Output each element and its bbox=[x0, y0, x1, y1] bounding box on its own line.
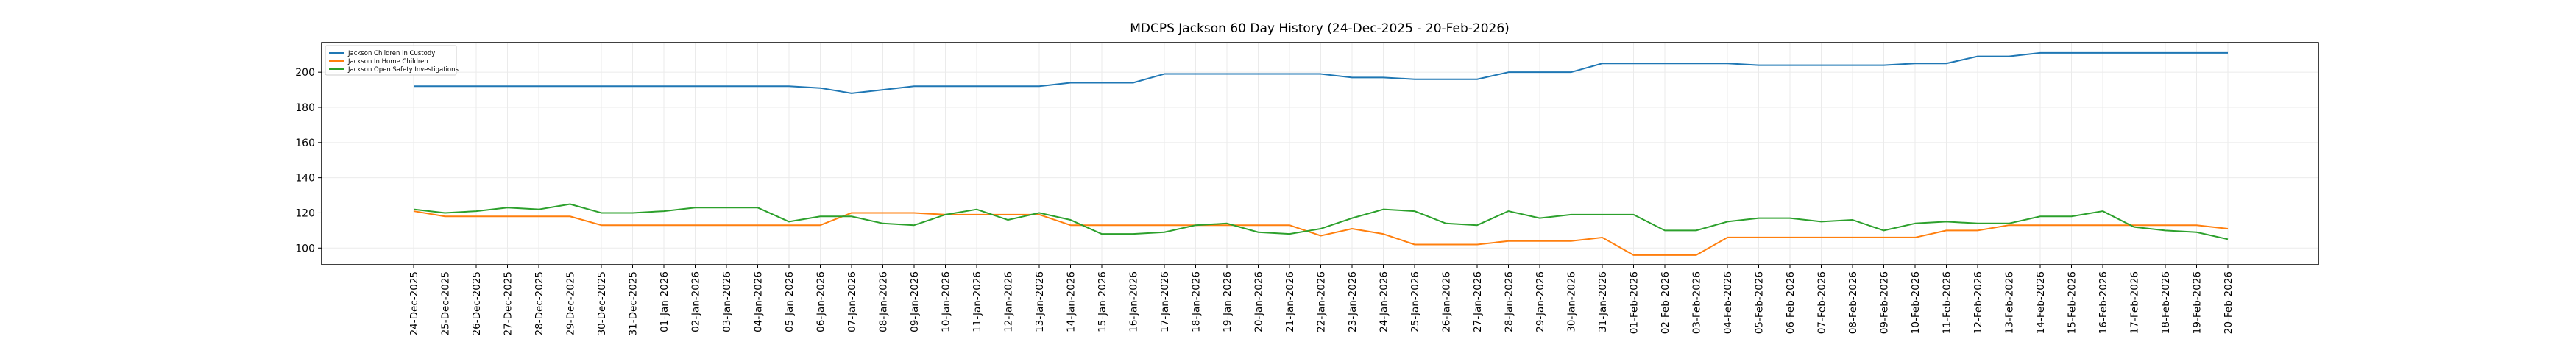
x-tick-label: 31-Jan-2026 bbox=[1597, 271, 1609, 332]
x-tick-label: 22-Jan-2026 bbox=[1316, 271, 1328, 332]
chart-title: MDCPS Jackson 60 Day History (24-Dec-202… bbox=[1130, 21, 1510, 36]
x-tick-label: 29-Jan-2026 bbox=[1535, 271, 1546, 332]
x-tick-label: 16-Feb-2026 bbox=[2098, 271, 2109, 334]
x-tick-label: 12-Jan-2026 bbox=[1003, 271, 1015, 332]
x-tick-label: 25-Jan-2026 bbox=[1409, 271, 1421, 332]
plot-frame bbox=[321, 42, 2319, 265]
x-tick-label: 05-Jan-2026 bbox=[784, 271, 796, 332]
x-tick-label: 27-Dec-2025 bbox=[503, 271, 514, 335]
y-tick-label: 180 bbox=[295, 102, 315, 114]
x-tick-label: 04-Jan-2026 bbox=[753, 271, 765, 332]
x-tick-label: 06-Jan-2026 bbox=[815, 271, 827, 332]
x-tick-label: 08-Jan-2026 bbox=[878, 271, 890, 332]
x-tick-label: 04-Feb-2026 bbox=[1722, 271, 1734, 334]
x-tick-label: 28-Jan-2026 bbox=[1504, 271, 1515, 332]
x-tick-label: 09-Feb-2026 bbox=[1879, 271, 1891, 334]
x-tick-label: 06-Feb-2026 bbox=[1785, 271, 1797, 334]
x-tick-label: 28-Dec-2025 bbox=[534, 271, 545, 335]
series-layer bbox=[413, 51, 2229, 256]
x-tick-label: 25-Dec-2025 bbox=[440, 271, 452, 335]
legend-box bbox=[325, 45, 457, 76]
x-tick-label: 14-Feb-2026 bbox=[2035, 271, 2047, 334]
x-tick-label: 01-Feb-2026 bbox=[1629, 271, 1641, 334]
x-tick-label: 19-Jan-2026 bbox=[1222, 271, 1234, 332]
y-tick-label: 100 bbox=[295, 243, 315, 254]
x-tick-label: 07-Feb-2026 bbox=[1816, 271, 1828, 334]
x-tick-label: 18-Feb-2026 bbox=[2160, 271, 2172, 334]
x-tick-label: 17-Feb-2026 bbox=[2129, 271, 2141, 334]
x-tick-label: 18-Jan-2026 bbox=[1191, 271, 1203, 332]
x-tick-label: 02-Feb-2026 bbox=[1660, 271, 1671, 334]
x-tick-label: 03-Jan-2026 bbox=[721, 271, 733, 332]
x-tick-label: 30-Jan-2026 bbox=[1566, 271, 1578, 332]
y-tick-label: 140 bbox=[295, 173, 315, 185]
x-tick-label: 26-Dec-2025 bbox=[471, 271, 483, 335]
grid bbox=[322, 43, 2318, 265]
x-tick-label: 29-Dec-2025 bbox=[565, 271, 577, 335]
x-tick-label: 11-Feb-2026 bbox=[1942, 271, 1953, 334]
x-tick-label: 31-Dec-2025 bbox=[628, 271, 640, 335]
x-tick-label: 01-Jan-2026 bbox=[659, 271, 670, 332]
legend-label: Jackson Open Safety Investigations bbox=[347, 66, 459, 74]
x-tick-label: 10-Feb-2026 bbox=[1910, 271, 1922, 334]
x-tick-label: 15-Feb-2026 bbox=[2067, 271, 2078, 334]
x-tick-label: 03-Feb-2026 bbox=[1691, 271, 1703, 334]
x-tick-label: 16-Jan-2026 bbox=[1128, 271, 1140, 332]
x-tick-label: 27-Jan-2026 bbox=[1472, 271, 1484, 332]
x-tick-label: 24-Dec-2025 bbox=[408, 271, 420, 335]
x-tick-label: 17-Jan-2026 bbox=[1159, 271, 1171, 332]
x-tick-label: 10-Jan-2026 bbox=[941, 271, 952, 332]
x-tick-label: 13-Jan-2026 bbox=[1034, 271, 1046, 332]
x-tick-label: 19-Feb-2026 bbox=[2192, 271, 2204, 334]
y-axis: 100 120 140 160 180 200 bbox=[295, 67, 322, 254]
y-tick-label: 200 bbox=[295, 67, 315, 79]
x-tick-label: 12-Feb-2026 bbox=[1972, 271, 1984, 334]
x-tick-label: 02-Jan-2026 bbox=[690, 271, 702, 332]
x-tick-label: 26-Jan-2026 bbox=[1441, 271, 1453, 332]
x-tick-label: 13-Feb-2026 bbox=[2004, 271, 2016, 334]
y-tick-label: 160 bbox=[295, 138, 315, 149]
x-tick-label: 30-Dec-2025 bbox=[596, 271, 608, 335]
legend-label: Jackson In Home Children bbox=[347, 58, 428, 65]
y-tick-label: 120 bbox=[295, 207, 315, 219]
x-tick-label: 09-Jan-2026 bbox=[909, 271, 921, 332]
x-tick-label: 24-Jan-2026 bbox=[1379, 271, 1390, 332]
x-tick-label: 21-Jan-2026 bbox=[1284, 271, 1296, 332]
x-tick-label: 11-Jan-2026 bbox=[972, 271, 983, 332]
x-tick-label: 23-Jan-2026 bbox=[1347, 271, 1359, 332]
x-tick-label: 20-Feb-2026 bbox=[2223, 271, 2234, 334]
legend-label: Jackson Children in Custody bbox=[347, 50, 435, 57]
x-tick-label: 20-Jan-2026 bbox=[1253, 271, 1265, 332]
x-tick-label: 07-Jan-2026 bbox=[846, 271, 858, 332]
x-tick-label: 05-Feb-2026 bbox=[1754, 271, 1766, 334]
x-tick-label: 14-Jan-2026 bbox=[1066, 271, 1078, 332]
x-axis: 24-Dec-2025 25-Dec-2025 26-Dec-2025 27-Dec-… bbox=[408, 265, 2234, 335]
x-tick-label: 15-Jan-2026 bbox=[1097, 271, 1108, 332]
x-tick-label: 08-Feb-2026 bbox=[1847, 271, 1859, 334]
